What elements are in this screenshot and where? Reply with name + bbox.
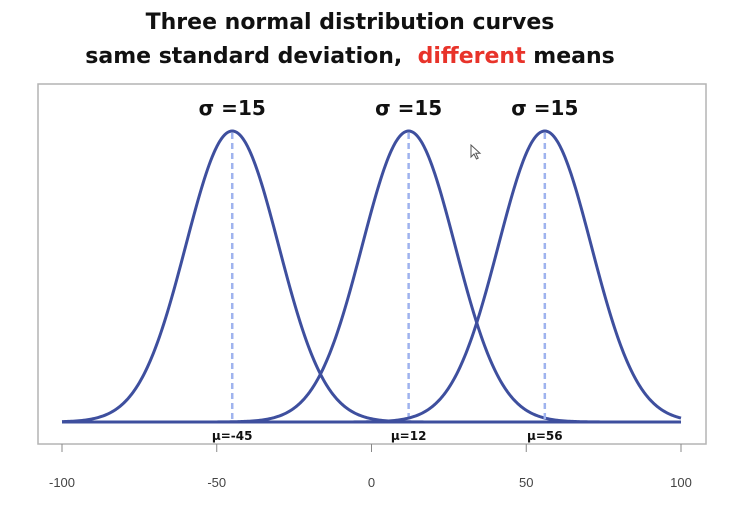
x-tick-label: 50 [519,475,533,490]
mu-label-bg-1 [204,427,261,443]
title-prefix: same standard deviation, [85,44,403,69]
title-highlight-word: different [417,44,526,69]
normal-curve-3 [62,129,682,424]
curve-labels-layer: σ =15 μ=-45 σ =15 μ=12 σ =15 μ=56 [199,96,578,443]
chart-title-line-2: same standard deviation, different means [0,44,700,69]
mouse-pointer-icon [470,144,482,160]
x-tick-label: 100 [670,475,692,490]
sigma-label-2: σ =15 [375,96,442,120]
sigma-label-3: σ =15 [511,96,578,120]
mu-label-bg-2 [380,427,437,443]
x-axis: -100 -50 0 50 100 [49,444,692,490]
curves-layer [61,129,682,424]
x-tick-label: -50 [207,475,226,490]
title-suffix: means [533,44,615,69]
plot-frame [37,83,707,445]
x-tick-label: -100 [49,475,75,490]
mu-label-1: μ=-45 [212,429,253,443]
x-tick-label: 0 [368,475,375,490]
chart-title-line-1: Three normal distribution curves [145,10,555,35]
mu-label-2: μ=12 [391,429,427,443]
sigma-label-1: σ =15 [199,96,266,120]
mu-label-bg-3 [516,427,573,443]
mu-label-3: μ=56 [527,429,563,443]
